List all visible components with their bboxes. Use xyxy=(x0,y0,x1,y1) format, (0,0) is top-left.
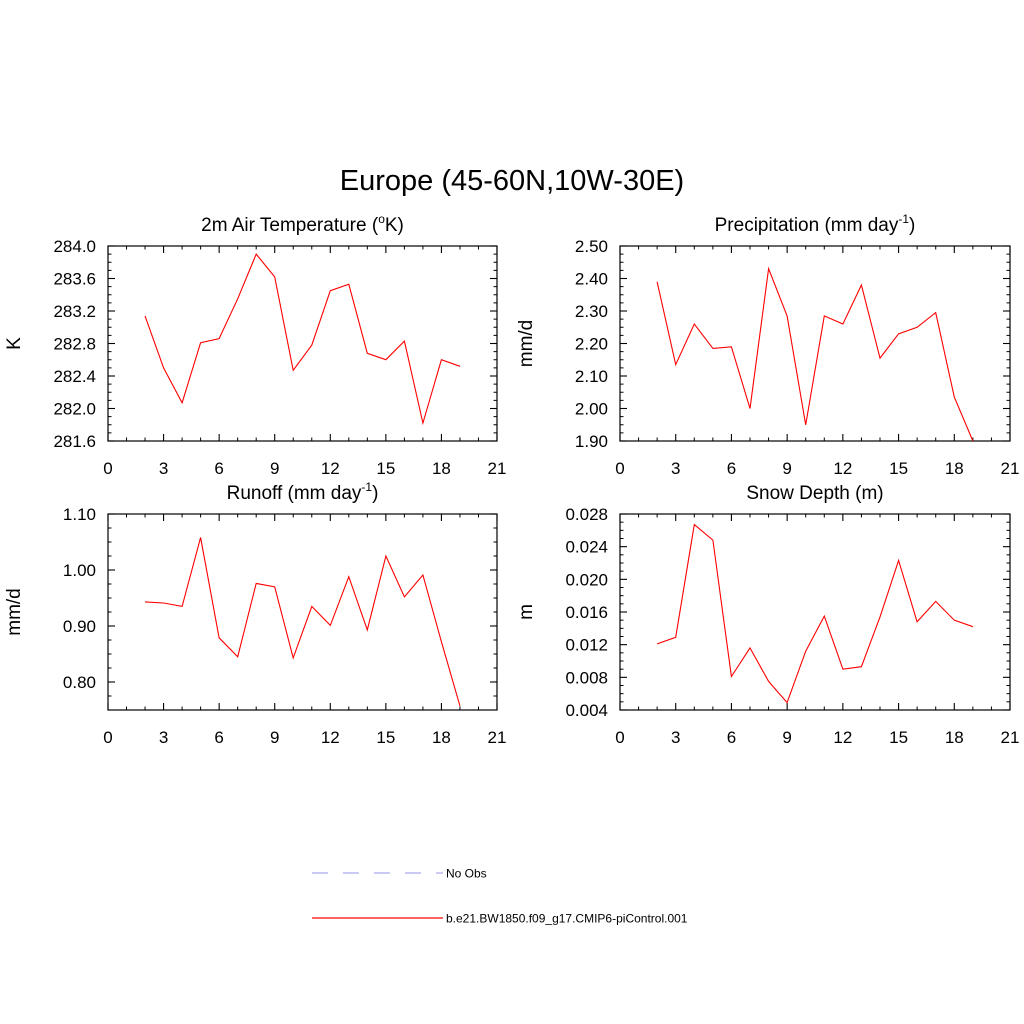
y-axis-label: m xyxy=(516,604,537,620)
y-tick-label: 0.90 xyxy=(63,617,96,636)
y-tick-label: 1.10 xyxy=(63,505,96,524)
x-tick-label: 12 xyxy=(321,459,340,478)
y-axis-label: mm/d xyxy=(4,588,25,636)
figure-title: Europe (45-60N,10W-30E) xyxy=(340,165,684,197)
legend-item-1: No Obs xyxy=(312,867,487,881)
plot-frame xyxy=(619,245,1011,442)
x-tick-label: 6 xyxy=(727,728,736,747)
panel-4: 0 3 6 9 12 15 18 21 0.004 0.008 0.012 0.016 0.020 0.0… xyxy=(516,483,1019,747)
y-axis-label: mm/d xyxy=(516,320,537,368)
legend-label: b.e21.BW1850.f09_g17.CMIP6-piControl.001 xyxy=(446,912,688,926)
y-tick-label: 0.004 xyxy=(565,701,608,720)
plot-frame xyxy=(107,513,498,711)
y-tick-label: 2.20 xyxy=(575,335,608,354)
series-line xyxy=(144,537,461,707)
y-tick-label: 0.024 xyxy=(565,538,608,557)
x-tick-label: 0 xyxy=(615,728,624,747)
x-tick-label: 18 xyxy=(432,728,451,747)
y-tick-label: 0.028 xyxy=(565,505,608,524)
panel-title: Runoff (mm day-1) xyxy=(227,480,379,504)
x-tick-label: 3 xyxy=(671,728,680,747)
x-tick-label: 15 xyxy=(376,459,395,478)
x-tick-label: 18 xyxy=(945,728,964,747)
x-tick-label: 21 xyxy=(488,459,507,478)
panel-title-superscript: o xyxy=(378,212,385,226)
x-tick-label: 18 xyxy=(945,459,964,478)
panel-2: 0 3 6 9 12 15 18 21 1.90 2.00 2.10 2.20 2.30 2.40 2.50… xyxy=(516,212,1019,478)
x-tick-label: 6 xyxy=(727,459,736,478)
y-tick-label: 281.6 xyxy=(53,432,96,451)
x-tick-label: 9 xyxy=(270,728,279,747)
y-tick-label: 2.30 xyxy=(575,302,608,321)
y-tick-label: 0.016 xyxy=(565,603,608,622)
panel-title-suffix: K) xyxy=(385,215,404,236)
panel-title-text: 2m Air Temperature ( xyxy=(201,215,379,236)
series-line xyxy=(656,523,974,704)
x-tick-label: 21 xyxy=(488,728,507,747)
plot-frame xyxy=(619,513,1011,711)
x-tick-label: 18 xyxy=(432,459,451,478)
x-tick-label: 0 xyxy=(103,459,112,478)
x-tick-label: 6 xyxy=(214,459,223,478)
x-tick-label: 0 xyxy=(103,728,112,747)
x-tick-label: 6 xyxy=(214,728,223,747)
panel-title-superscript: -1 xyxy=(898,212,909,226)
x-tick-label: 21 xyxy=(1001,728,1020,747)
x-tick-label: 15 xyxy=(889,459,908,478)
panel-title: 2m Air Temperature (oK) xyxy=(201,212,404,236)
y-tick-label: 2.50 xyxy=(575,237,608,256)
y-tick-label: 2.40 xyxy=(575,270,608,289)
y-axis-label: K xyxy=(4,337,25,350)
panel-title-superscript: -1 xyxy=(361,480,372,494)
panel-title: Snow Depth (m) xyxy=(746,483,883,504)
y-tick-label: 1.90 xyxy=(575,432,608,451)
y-tick-label: 2.00 xyxy=(575,400,608,419)
x-tick-label: 3 xyxy=(671,459,680,478)
y-tick-label: 0.012 xyxy=(565,636,608,655)
x-tick-label: 15 xyxy=(889,728,908,747)
panel-title-text: Precipitation (mm day xyxy=(715,215,899,236)
y-tick-label: 0.020 xyxy=(565,570,608,589)
y-tick-label: 1.00 xyxy=(63,561,96,580)
panel-1: 0 3 6 9 12 15 18 21 281.6 282.0 282.4 282.8 283.2 283… xyxy=(4,212,506,478)
series-line xyxy=(656,266,974,442)
y-tick-label: 282.0 xyxy=(53,400,96,419)
x-tick-label: 3 xyxy=(159,459,168,478)
x-tick-label: 3 xyxy=(159,728,168,747)
panel-title-suffix: ) xyxy=(372,483,378,504)
x-tick-label: 12 xyxy=(321,728,340,747)
legend: No Obs b.e21.BW1850.f09_g17.CMIP6-piContr… xyxy=(312,867,688,926)
x-tick-label: 21 xyxy=(1001,459,1020,478)
panel-3: 0 3 6 9 12 15 18 21 0.80 0.90 1.00 1.10 Runoff (mm d… xyxy=(4,480,506,747)
panels: 0 3 6 9 12 15 18 21 281.6 282.0 282.4 282.8 283.2 283… xyxy=(4,212,1019,747)
y-tick-label: 282.8 xyxy=(53,335,96,354)
x-tick-label: 9 xyxy=(270,459,279,478)
legend-label: No Obs xyxy=(446,867,487,881)
y-tick-label: 2.10 xyxy=(575,367,608,386)
panel-title: Precipitation (mm day-1) xyxy=(715,212,916,236)
x-tick-label: 0 xyxy=(615,459,624,478)
panel-title-suffix: ) xyxy=(909,215,915,236)
y-tick-label: 282.4 xyxy=(53,367,96,386)
series-line xyxy=(144,253,461,426)
x-tick-label: 9 xyxy=(782,459,791,478)
legend-item-2: b.e21.BW1850.f09_g17.CMIP6-piControl.001 xyxy=(312,912,688,926)
x-tick-label: 15 xyxy=(376,728,395,747)
panel-title-text: Snow Depth (m) xyxy=(746,483,883,504)
y-tick-label: 283.2 xyxy=(53,302,96,321)
x-tick-label: 9 xyxy=(782,728,791,747)
y-tick-label: 284.0 xyxy=(53,237,96,256)
panel-title-text: Runoff (mm day xyxy=(227,483,362,504)
x-tick-label: 12 xyxy=(833,728,852,747)
y-tick-label: 283.6 xyxy=(53,270,96,289)
y-tick-label: 0.008 xyxy=(565,668,608,687)
plot-frame xyxy=(107,245,498,442)
y-tick-label: 0.80 xyxy=(63,673,96,692)
x-tick-label: 12 xyxy=(833,459,852,478)
